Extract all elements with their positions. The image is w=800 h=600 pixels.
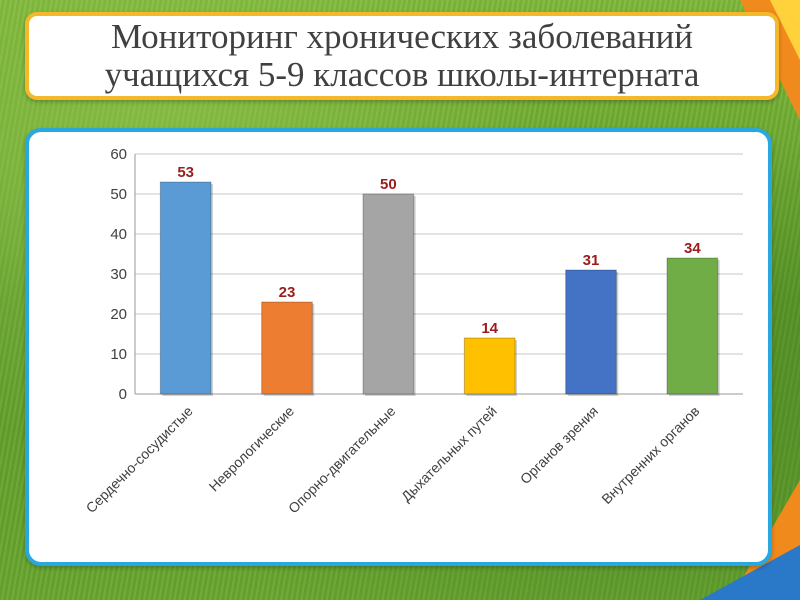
y-tick-label: 40 [110,226,127,243]
bar [261,301,313,395]
chart-panel: 0 10 20 30 40 50 60 53 Сердечно-сосудистые 23 Невр… [25,128,772,566]
y-tick-label: 60 [110,146,127,163]
y-tick-label: 10 [110,346,127,363]
data-label: 53 [177,164,194,181]
y-tick-label: 20 [110,306,127,323]
slide-title-line-1: Мониторинг хронических заболеваний [110,17,694,56]
data-label: 50 [380,176,397,193]
x-category-label: Неврологические [206,403,298,495]
data-label: 34 [684,240,701,257]
y-tick-label: 30 [110,266,127,283]
bar [666,257,719,395]
data-label: 31 [583,252,600,269]
x-category-label: Дыхательных путей [398,403,500,505]
y-tick-label: 0 [119,386,127,403]
x-category-label: Внутренних органов [598,403,702,507]
bar-chart: 0 10 20 30 40 50 60 53 Сердечно-сосудистые 23 Невр… [83,146,743,517]
bar [362,193,415,395]
x-category-label: Сердечно-сосудистые [83,403,196,516]
bar [463,337,516,395]
data-label: 23 [279,284,296,301]
bar [159,181,212,395]
bar [565,269,617,395]
x-category-label: Органов зрения [517,403,601,487]
slide-title-line-2: учащихся 5-9 классов школы-интерната [104,55,700,94]
y-tick-label: 50 [110,186,127,203]
slide-title-box: Мониторинг хронических заболеваний учащи… [25,12,779,100]
x-category-label: Опорно-двигательные [285,403,399,517]
data-label: 14 [481,320,498,337]
